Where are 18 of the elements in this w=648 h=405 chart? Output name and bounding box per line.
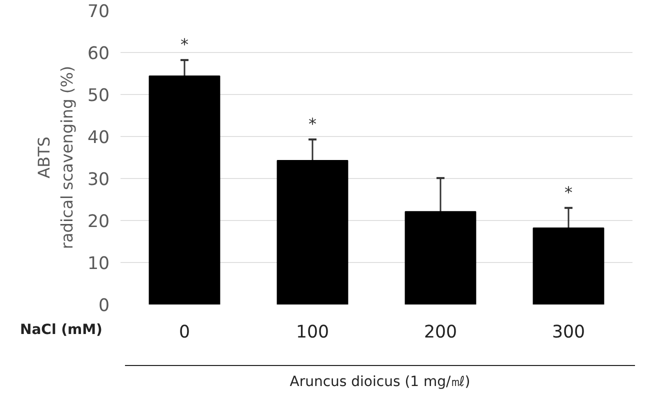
y-axis-title: ABTS radical scavenging (%): [34, 66, 76, 250]
y-tick-label: 20: [87, 212, 110, 232]
y-tick-label: 30: [87, 170, 110, 190]
y-tick-label: 60: [87, 44, 110, 64]
x-tick-label: 300: [552, 322, 586, 342]
x-tick-label: 0: [178, 322, 190, 342]
data-label: *: [308, 114, 316, 134]
y-tick-label: 40: [87, 128, 110, 148]
data-label: *: [180, 35, 188, 54]
x-axis-title: NaCl (mM): [20, 321, 102, 340]
y-tick-label: 50: [87, 86, 110, 106]
y-tick-label: 10: [87, 254, 110, 274]
y-tick-label: 70: [87, 2, 110, 22]
x-tick-label: 200: [424, 322, 458, 342]
x-tick-label: 100: [296, 322, 330, 342]
text: Aruncus dioicus (1 mg/㎖): [290, 373, 470, 392]
data-label: *: [564, 182, 572, 202]
y-tick-label: 0: [98, 296, 110, 316]
